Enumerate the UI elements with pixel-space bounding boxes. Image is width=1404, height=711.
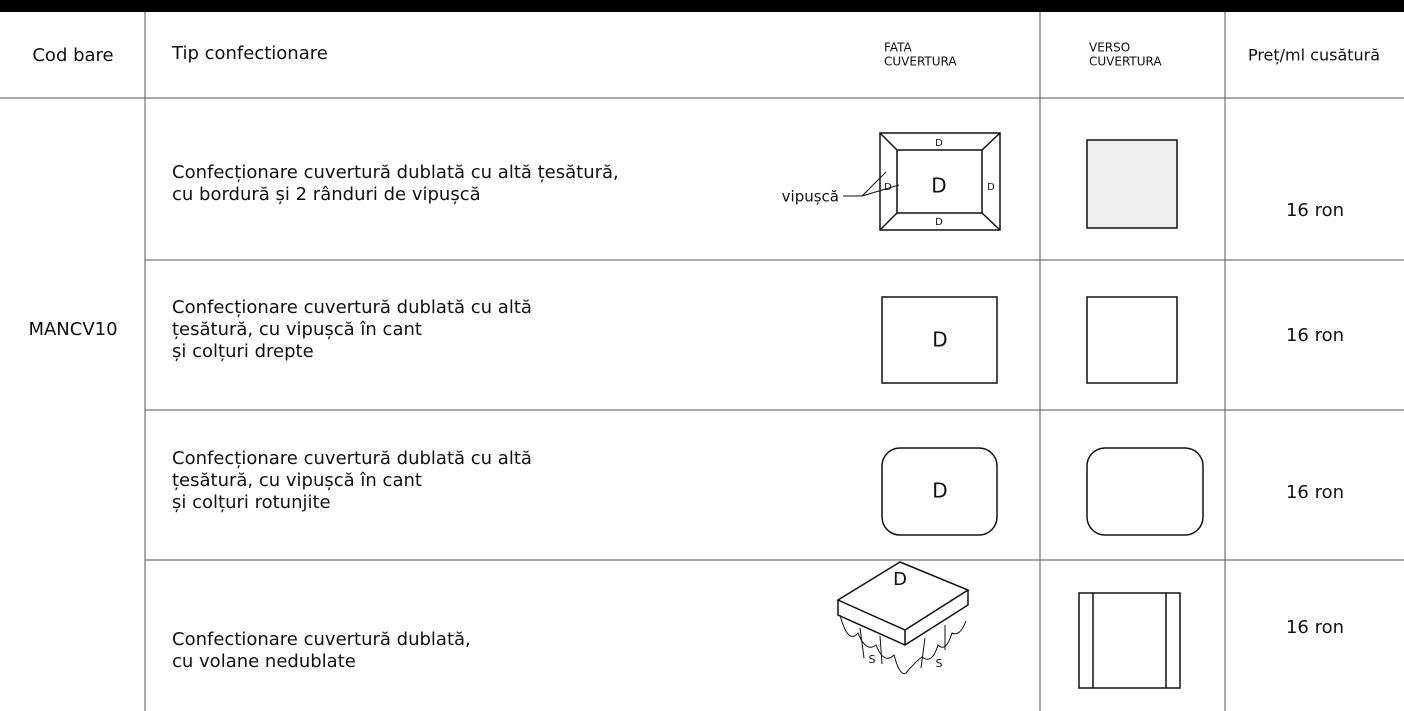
description-line: Confecționare cuvertură dublată cu altă … <box>172 162 619 183</box>
price: 16 ron <box>1286 325 1344 346</box>
header-cell: Tip confectionare <box>171 43 328 64</box>
header-cell: VERSO <box>1089 41 1130 55</box>
price: 16 ron <box>1286 617 1344 638</box>
diagram-label: D <box>987 182 995 193</box>
diagram <box>836 132 1204 689</box>
price: 16 ron <box>1286 200 1344 221</box>
diagram-label: D <box>935 217 943 228</box>
description-line: Confecționare cuvertură dublată cu altă <box>172 448 532 469</box>
descriptions: Confecționare cuvertură dublată cu altă … <box>172 162 619 672</box>
description-line: cu volane nedublate <box>172 651 356 672</box>
header-cell: FATA <box>884 41 912 55</box>
diagram-label: S <box>936 657 943 670</box>
description-line: și colțuri drepte <box>172 341 314 362</box>
diagram-label: D <box>932 479 947 503</box>
description-line: Confecționare cuvertură dublată cu altă <box>172 297 532 318</box>
header-cell: Cod bare <box>32 45 113 66</box>
diagram-label: D <box>935 138 943 149</box>
description-line: țesătură, cu vipușcă în cant <box>172 470 422 491</box>
description-line: cu bordură și 2 rânduri de vipușcă <box>172 184 481 205</box>
description-line: și colțuri rotunjite <box>172 492 331 513</box>
description-line: Confectionare cuvertură dublată, <box>172 629 471 650</box>
description-line: țesătură, cu vipușcă în cant <box>172 319 422 340</box>
price: 16 ron <box>1286 482 1344 503</box>
diagram-label: vipușcă <box>782 188 839 206</box>
diagram-label: D <box>931 174 946 198</box>
diagram-label: D <box>893 569 907 590</box>
table-grid <box>0 12 1404 711</box>
code: MANCV10 <box>28 319 117 340</box>
header-cell: CUVERTURA <box>1089 55 1162 69</box>
header-cell: Preț/ml cusătură <box>1248 46 1380 65</box>
top-bar <box>0 0 1404 12</box>
header-cell: CUVERTURA <box>884 55 957 69</box>
diagram-label: D <box>932 328 947 352</box>
diagram-label: S <box>869 653 876 666</box>
diagram-label: D <box>884 182 892 193</box>
